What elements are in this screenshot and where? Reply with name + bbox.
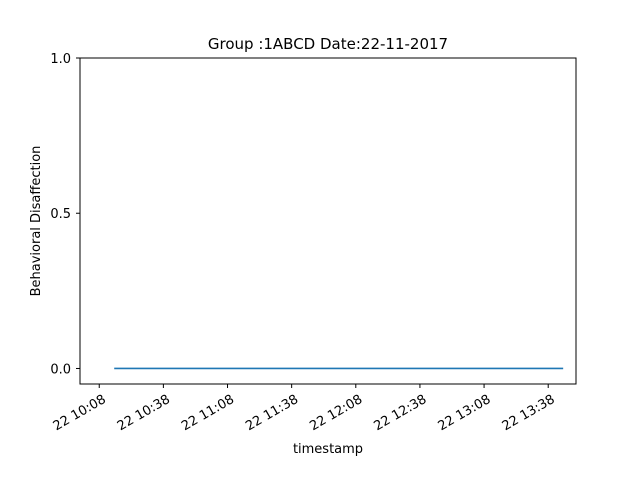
chart-title: Group :1ABCD Date:22-11-2017 (208, 35, 448, 53)
y-axis: 0.0 0.5 1.0 (50, 52, 80, 377)
y-tick-label: 1.0 (50, 52, 71, 67)
y-tick-label: 0.0 (50, 362, 71, 377)
y-axis-label: Behavioral Disaffection (29, 146, 44, 297)
x-axis-label: timestamp (293, 442, 363, 457)
y-tick-label: 0.5 (50, 207, 71, 222)
plot-area-frame (79, 57, 577, 385)
